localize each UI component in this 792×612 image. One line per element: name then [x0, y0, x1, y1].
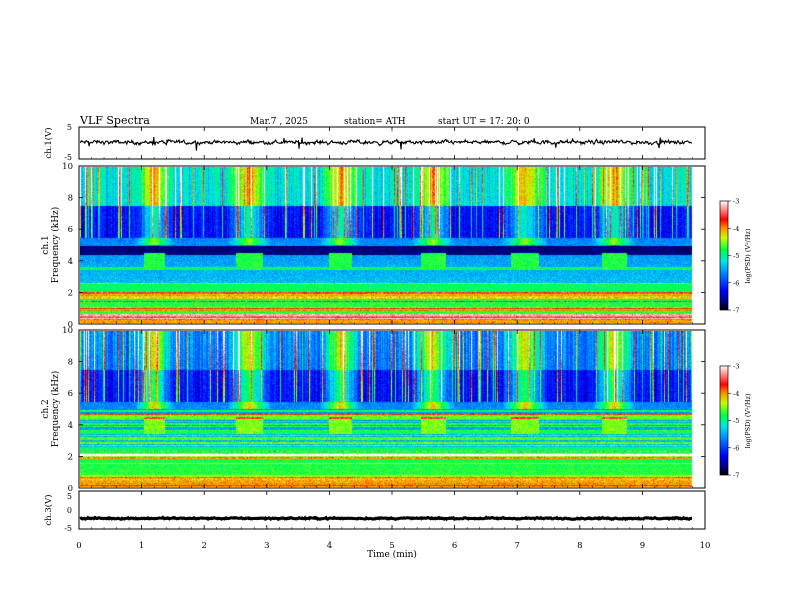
ch3-waveform-frame	[78, 490, 706, 530]
ch1-spectrogram-panel: 0 2 4 6 8 10 ch.1 Frequency (kHz)	[41, 162, 706, 330]
chart-title: VLF Spectra	[79, 114, 150, 127]
colorbar-tick-label: -5	[733, 252, 739, 260]
ch3-ylabel: ch.3(V)	[43, 494, 54, 525]
x-tick-label: 3	[264, 541, 269, 551]
ch1-spectrogram-image	[80, 167, 704, 323]
time-axis-ticks: 0 1 2 3 4 5 6 7 8 9 10	[76, 127, 710, 551]
ch3-ytick-top: 5	[67, 492, 72, 501]
y-tick-label: 0	[68, 320, 73, 330]
y-tick-label: 2	[68, 288, 73, 298]
ch1-ytick-top: 5	[67, 123, 72, 132]
colorbar-tick-label: -5	[733, 417, 739, 425]
x-tick-label: 4	[327, 541, 332, 551]
x-tick-label: 0	[76, 541, 81, 551]
ch1-yticks: 0 2 4 6 8 10	[62, 162, 705, 330]
ch1-waveform-panel: 5 -5 ch.1(V)	[43, 123, 706, 162]
time-axis-label: Time (min)	[367, 549, 417, 560]
ch1-colorbar-gradient	[719, 200, 729, 311]
y-tick-label: 10	[62, 162, 73, 172]
ch1-colorbar: -3 -4 -5 -6 -7 log(PSD) (V²/Hz)	[719, 198, 752, 315]
x-tick-label: 1	[139, 541, 144, 551]
colorbar-tick-label: -4	[733, 390, 739, 398]
ch2-colorbar-gradient	[719, 365, 729, 476]
ch1-ylabel: ch.1(V)	[43, 127, 54, 158]
y-tick-label: 10	[62, 326, 73, 336]
ch1-ytick-bottom: -5	[64, 153, 72, 162]
date-label: Mar.7 , 2025	[250, 117, 308, 127]
y-tick-label: 6	[68, 389, 73, 399]
ch1-freq-ylabel: Frequency (kHz)	[50, 207, 61, 284]
ch2-freq-ylabel: Frequency (kHz)	[50, 371, 61, 448]
y-tick-label: 6	[68, 225, 73, 235]
ch2-colorbar-label: log(PSD) (V²/Hz)	[744, 393, 752, 448]
y-tick-label: 8	[68, 358, 73, 368]
x-tick-label: 9	[640, 541, 645, 551]
y-tick-label: 4	[68, 257, 73, 267]
ch1-freq-ylabel-channel: ch.1	[41, 235, 51, 254]
colorbar-tick-label: -3	[733, 198, 739, 206]
y-tick-label: 8	[68, 194, 73, 204]
ch2-spectrogram-image	[80, 331, 704, 487]
start-ut-label: start UT = 17: 20: 0	[438, 117, 530, 127]
ch3-waveform-trace	[79, 515, 693, 522]
ch1-colorbar-ticks: -3 -4 -5 -6 -7	[728, 198, 739, 315]
ch2-spectrogram-panel: 0 2 4 6 8 10 ch.2 Frequency (kHz)	[41, 326, 706, 494]
x-tick-label: 7	[514, 541, 519, 551]
x-tick-label: 10	[700, 541, 711, 551]
ch2-colorbar: -3 -4 -5 -6 -7 log(PSD) (V²/Hz)	[719, 363, 752, 480]
x-tick-label: 2	[201, 541, 206, 551]
ch2-freq-ylabel-channel: ch.2	[41, 399, 51, 418]
y-tick-label: 2	[68, 452, 73, 462]
ch1-colorbar-label: log(PSD) (V²/Hz)	[744, 228, 752, 283]
colorbar-tick-label: -6	[733, 444, 739, 452]
ch2-colorbar-ticks: -3 -4 -5 -6 -7	[728, 363, 739, 480]
ch1-waveform-trace	[80, 136, 693, 151]
x-tick-label: 6	[452, 541, 457, 551]
y-tick-label: 0	[68, 484, 73, 494]
colorbar-tick-label: -7	[733, 307, 739, 315]
station-label: station= ATH	[344, 117, 406, 127]
ch3-waveform-panel: 5 0 -5 ch.3(V) 0 1 2 3 4 5 6 7 8 9 10 Time (min)	[43, 127, 710, 560]
y-tick-label: 4	[68, 421, 73, 431]
colorbar-tick-label: -6	[733, 279, 739, 287]
ch3-ytick-mid: 0	[67, 506, 72, 515]
ch3-ytick-bottom: -5	[64, 524, 72, 533]
colorbar-tick-label: -3	[733, 363, 739, 371]
x-tick-label: 8	[577, 541, 582, 551]
colorbar-tick-label: -4	[733, 225, 739, 233]
x-tick-label: 5	[389, 541, 394, 551]
colorbar-tick-label: -7	[733, 472, 739, 480]
ch2-yticks: 0 2 4 6 8 10	[62, 326, 705, 494]
